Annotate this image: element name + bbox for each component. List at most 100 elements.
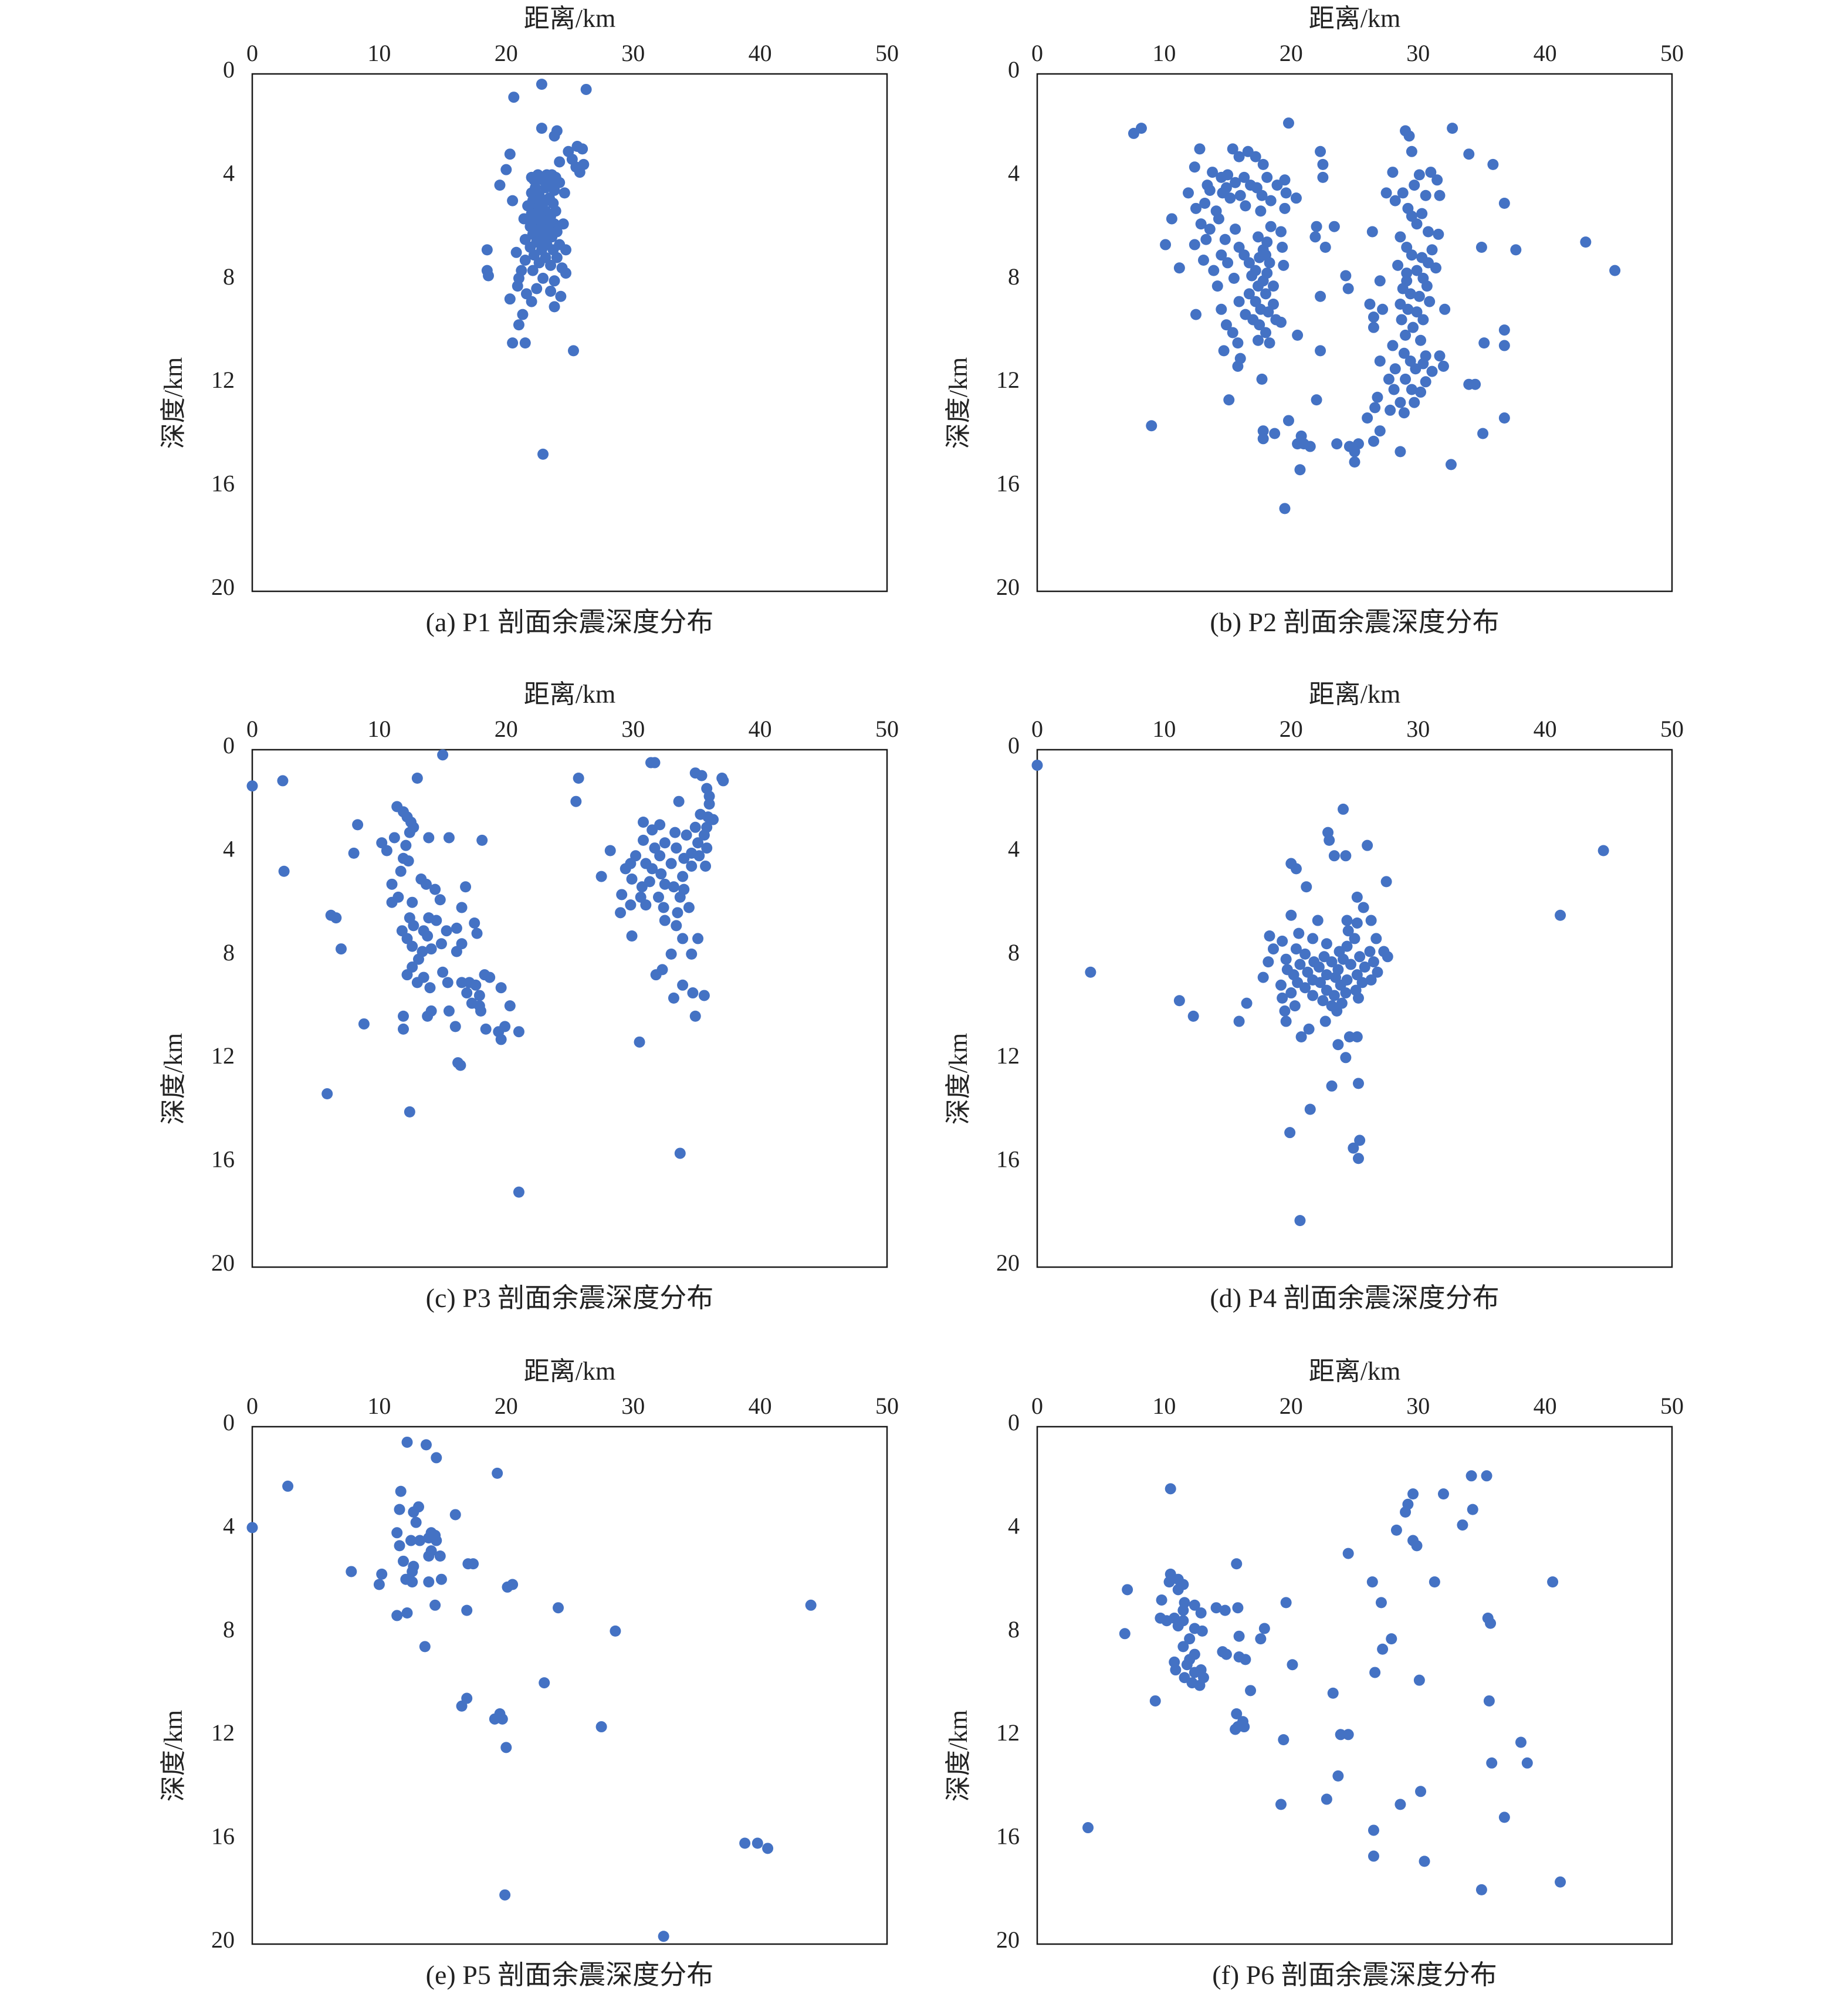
panel-b-data-point — [1364, 298, 1376, 310]
panel-c-x-tick-label: 10 — [367, 716, 391, 742]
panel-a-data-point — [507, 195, 519, 206]
panel-b-data-point — [1402, 303, 1414, 315]
panel-b-data-point — [1250, 151, 1261, 162]
panel-b-data-point — [1280, 187, 1292, 199]
panel-d-data-point — [1294, 1215, 1306, 1227]
panel-a-data-point — [577, 143, 588, 155]
panel-c-data-point — [659, 878, 671, 890]
panel-c-data-point — [398, 1023, 409, 1035]
panel-b-data-point — [1368, 435, 1379, 447]
panel-f-data-point — [1255, 1633, 1267, 1645]
panel-f-data-point — [1395, 1799, 1406, 1810]
panel-a-data-point — [559, 187, 570, 199]
panel-b-data-point — [1426, 244, 1438, 256]
panel-e-data-point — [405, 1535, 417, 1546]
panel-d-data-point — [1351, 917, 1363, 929]
panel-b-data-point — [1388, 384, 1400, 395]
panel-c-data-point — [674, 891, 686, 903]
panel-b-data-point — [1431, 174, 1443, 186]
panel-f-data-point — [1177, 1604, 1189, 1616]
panel-c-y-tick-label: 8 — [223, 939, 235, 966]
panel-c-data-point — [411, 773, 423, 784]
panel-f-x-axis-title: 距离/km — [1309, 1357, 1400, 1386]
panel-d-data-point — [1338, 803, 1349, 815]
panel-f-data-point — [1119, 1628, 1131, 1640]
panel-a-data-point — [554, 156, 566, 168]
panel-b-data-point — [1374, 275, 1386, 287]
panel-d-data-point — [1354, 1135, 1366, 1146]
panel-e-caption: (e) P5 剖面余震深度分布 — [426, 1960, 714, 1990]
panel-c-data-point — [456, 977, 468, 988]
panel-b-data-point — [1400, 329, 1412, 341]
panel-e-data-point — [489, 1713, 500, 1725]
panel-b-data-point — [1128, 127, 1139, 139]
panel-d-data-point — [1342, 925, 1354, 937]
panel-e-data-point — [658, 1931, 669, 1942]
panel-c-data-point — [655, 868, 667, 880]
panel-b-data-point — [1227, 143, 1238, 155]
panel-c-data-point — [495, 982, 507, 994]
panel-d-data-point — [1370, 933, 1382, 944]
panel-f-data-point — [1485, 1617, 1497, 1629]
panel-f-data-point — [1165, 1483, 1176, 1495]
panel-e-y-tick-label: 20 — [211, 1926, 235, 1953]
panel-e-x-tick-label: 30 — [621, 1393, 645, 1419]
panel-a-y-tick-label: 16 — [211, 470, 235, 497]
panel-f-plot-frame — [1036, 1426, 1673, 1945]
panel-c-data-point — [595, 871, 607, 882]
panel-b-data-point — [1233, 151, 1245, 162]
panel-b-data-point — [1470, 378, 1481, 390]
panel-d-data-point — [1299, 982, 1311, 994]
panel-d-data-point — [1340, 1052, 1352, 1064]
panel-b-data-point — [1197, 255, 1209, 266]
panel-e-data-point — [502, 1581, 513, 1593]
panel-e-y-tick-label: 8 — [223, 1616, 235, 1643]
panel-c-data-point — [681, 829, 692, 841]
panel-f-data-point — [1172, 1620, 1184, 1632]
panel-b-data-point — [1404, 288, 1416, 300]
panel-d-data-point — [1295, 1031, 1307, 1043]
panel-f-data-point — [1467, 1504, 1478, 1515]
panel-c-data-point — [456, 902, 468, 913]
panel-c-x-tick-label: 30 — [621, 716, 645, 742]
panel-b-data-point — [1256, 189, 1268, 201]
panel-c-data-point — [455, 1059, 466, 1071]
panel-d-data-point — [1279, 1005, 1291, 1017]
panel-a-y-tick-label: 8 — [223, 263, 235, 290]
panel-b-data-point — [1447, 123, 1458, 134]
panel-b-data-point — [1331, 438, 1343, 450]
panel-c-x-tick-label: 40 — [749, 716, 772, 742]
panel-c-data-point — [437, 966, 449, 978]
panel-f-data-point — [1184, 1633, 1196, 1645]
panel-b-data-point — [1219, 233, 1231, 245]
panel-b-plot-frame — [1036, 73, 1673, 592]
panel-c-data-point — [669, 827, 681, 838]
panel-b-data-point — [1257, 425, 1269, 437]
panel-c-data-point — [573, 773, 584, 784]
panel-a-data-point — [580, 83, 592, 95]
panel-e-data-point — [282, 1480, 294, 1492]
panel-e-plot-frame — [251, 1426, 888, 1945]
panel-b-data-point — [1278, 259, 1289, 271]
panel-c-data-point — [658, 902, 669, 913]
panel-e-data-point — [423, 1550, 435, 1562]
panel-f-data-point — [1233, 1630, 1245, 1642]
panel-c-data-point — [381, 845, 392, 856]
panel-f-data-point — [1275, 1799, 1287, 1810]
panel-c-data-point — [412, 953, 424, 965]
panel-a-points — [481, 79, 592, 460]
panel-f-data-point — [1521, 1757, 1533, 1769]
panel-c-data-point — [615, 907, 627, 919]
panel-b-data-point — [1340, 270, 1352, 282]
panel-b-data-point — [1374, 425, 1386, 437]
panel-a-data-point — [549, 275, 560, 287]
panel-d-data-point — [1324, 834, 1335, 846]
panel-d-y-tick-label: 0 — [1008, 732, 1020, 759]
panel-c-data-point — [435, 938, 447, 950]
panel-d-data-point — [1301, 881, 1312, 893]
panel-e-x-tick-label: 20 — [495, 1393, 518, 1419]
panel-b-data-point — [1430, 262, 1441, 274]
panel-c-data-point — [434, 894, 446, 906]
panel-b-data-point — [1328, 221, 1340, 232]
